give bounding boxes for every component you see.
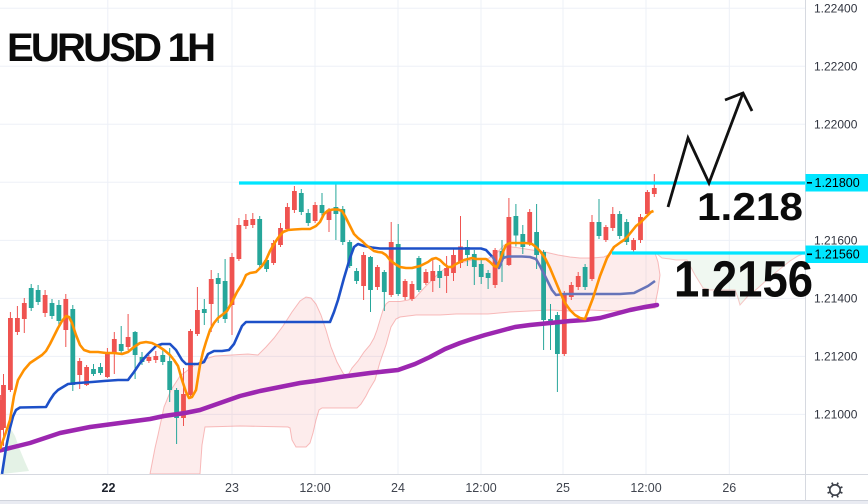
- svg-text:1.22000: 1.22000: [814, 117, 858, 131]
- svg-text:1.21400: 1.21400: [814, 291, 858, 305]
- svg-text:1.21800: 1.21800: [815, 176, 860, 190]
- svg-text:23: 23: [225, 481, 239, 495]
- svg-text:24: 24: [391, 481, 405, 495]
- svg-text:1.22400: 1.22400: [814, 1, 858, 15]
- svg-text:1.21000: 1.21000: [814, 407, 858, 421]
- svg-text:1.218: 1.218: [697, 186, 803, 229]
- svg-text:12:00: 12:00: [465, 481, 496, 495]
- svg-text:1.22200: 1.22200: [814, 59, 858, 73]
- svg-text:22: 22: [102, 481, 116, 495]
- svg-text:26: 26: [722, 481, 736, 495]
- svg-text:1.21560: 1.21560: [815, 248, 860, 262]
- svg-text:12:00: 12:00: [299, 481, 330, 495]
- svg-text:1.21600: 1.21600: [814, 233, 858, 247]
- svg-text:1.2156: 1.2156: [674, 251, 813, 308]
- svg-text:1.21200: 1.21200: [814, 349, 858, 363]
- svg-text:EURUSD 1H: EURUSD 1H: [7, 26, 216, 70]
- svg-text:25: 25: [556, 481, 570, 495]
- svg-text:12:00: 12:00: [630, 481, 661, 495]
